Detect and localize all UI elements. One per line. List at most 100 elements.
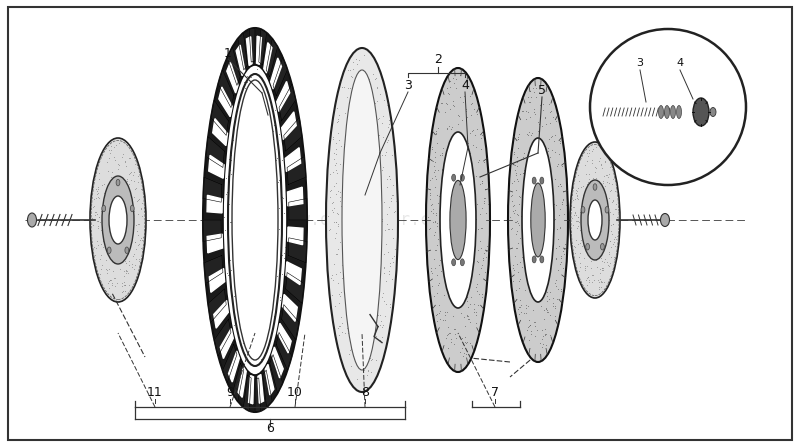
Point bbox=[522, 149, 534, 156]
Point bbox=[468, 199, 481, 206]
Point bbox=[273, 266, 286, 273]
Point bbox=[505, 193, 518, 200]
Point bbox=[374, 196, 386, 203]
Point bbox=[324, 171, 337, 178]
Point bbox=[482, 200, 494, 207]
Point bbox=[426, 270, 438, 277]
Point bbox=[470, 216, 482, 223]
Point bbox=[331, 170, 344, 177]
Point bbox=[461, 293, 474, 300]
Point bbox=[597, 178, 610, 185]
Point bbox=[347, 352, 360, 359]
Point bbox=[235, 104, 248, 111]
Polygon shape bbox=[265, 364, 274, 395]
Point bbox=[526, 129, 538, 137]
Point bbox=[511, 305, 524, 312]
Point bbox=[438, 292, 450, 299]
Point bbox=[350, 131, 362, 138]
Point bbox=[387, 258, 400, 265]
Point bbox=[324, 186, 337, 193]
Point bbox=[450, 259, 462, 267]
Point bbox=[367, 209, 380, 216]
Point bbox=[96, 182, 109, 189]
Point bbox=[515, 107, 528, 114]
Point bbox=[107, 267, 120, 275]
Point bbox=[374, 232, 387, 239]
Point bbox=[548, 137, 561, 144]
Ellipse shape bbox=[532, 177, 536, 184]
Point bbox=[473, 270, 486, 277]
Polygon shape bbox=[273, 57, 287, 96]
Point bbox=[354, 351, 366, 358]
Point bbox=[512, 303, 525, 311]
Point bbox=[328, 302, 341, 309]
Point bbox=[114, 195, 126, 202]
Point bbox=[452, 297, 465, 304]
Text: 4: 4 bbox=[461, 78, 469, 92]
Point bbox=[362, 304, 375, 311]
Point bbox=[237, 121, 250, 128]
Point bbox=[120, 267, 133, 275]
Point bbox=[332, 223, 345, 230]
Point bbox=[429, 173, 442, 180]
Point bbox=[341, 93, 354, 101]
Point bbox=[358, 303, 370, 310]
Point bbox=[446, 182, 458, 190]
Polygon shape bbox=[226, 62, 238, 93]
Point bbox=[536, 277, 549, 284]
Point bbox=[521, 130, 534, 138]
Point bbox=[575, 242, 588, 249]
Point bbox=[590, 143, 602, 150]
Point bbox=[432, 282, 445, 289]
Point bbox=[578, 203, 591, 210]
Point bbox=[361, 172, 374, 179]
Point bbox=[607, 239, 620, 246]
Point bbox=[443, 277, 456, 284]
Point bbox=[557, 196, 570, 203]
Polygon shape bbox=[238, 33, 247, 70]
Point bbox=[426, 158, 439, 165]
Point bbox=[511, 134, 524, 141]
Point bbox=[262, 344, 274, 352]
Ellipse shape bbox=[581, 180, 609, 260]
Point bbox=[435, 166, 448, 173]
Point bbox=[606, 198, 618, 205]
Point bbox=[446, 75, 459, 82]
Point bbox=[95, 240, 108, 247]
Point bbox=[236, 257, 249, 264]
Point bbox=[255, 216, 268, 223]
Point bbox=[595, 265, 608, 272]
Point bbox=[362, 368, 374, 375]
Polygon shape bbox=[218, 70, 234, 108]
Point bbox=[510, 158, 523, 165]
Point bbox=[464, 294, 477, 301]
Point bbox=[102, 213, 114, 220]
Point bbox=[458, 294, 470, 301]
Point bbox=[339, 162, 352, 169]
Point bbox=[578, 210, 591, 217]
Point bbox=[112, 216, 125, 223]
Point bbox=[438, 311, 451, 318]
Ellipse shape bbox=[665, 105, 670, 118]
Point bbox=[539, 341, 552, 348]
Point bbox=[362, 76, 375, 83]
Point bbox=[362, 147, 375, 154]
Polygon shape bbox=[276, 332, 292, 370]
Point bbox=[449, 133, 462, 140]
Point bbox=[234, 167, 246, 174]
Point bbox=[390, 198, 402, 205]
Point bbox=[524, 113, 537, 120]
Point bbox=[507, 178, 520, 185]
Point bbox=[342, 210, 355, 217]
Point bbox=[235, 203, 248, 210]
Point bbox=[534, 186, 547, 193]
Point bbox=[551, 286, 564, 293]
Point bbox=[330, 139, 343, 146]
Point bbox=[580, 215, 593, 222]
Point bbox=[429, 158, 442, 166]
Point bbox=[596, 265, 609, 272]
Ellipse shape bbox=[677, 105, 682, 118]
Point bbox=[424, 268, 437, 275]
Point bbox=[586, 198, 599, 206]
Point bbox=[267, 170, 280, 178]
